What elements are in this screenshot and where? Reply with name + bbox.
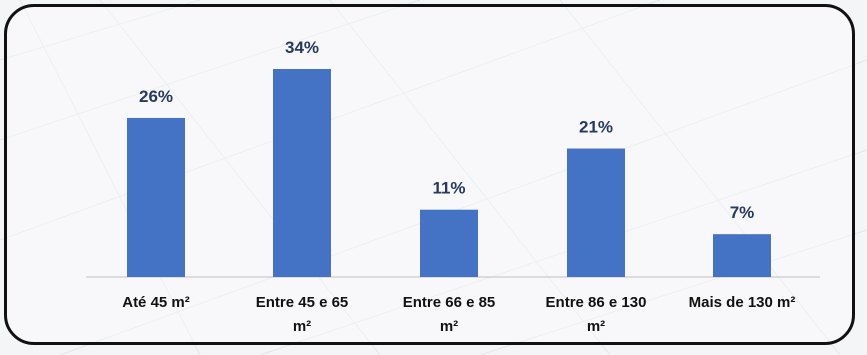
value-label-3: 21%: [579, 118, 613, 137]
bar-3: [567, 148, 625, 277]
value-label-0: 26%: [139, 87, 173, 106]
category-label-2: Entre 66 e 85 m²: [403, 294, 496, 335]
value-label-1: 34%: [285, 38, 319, 57]
value-label-2: 11%: [432, 179, 465, 198]
category-label-1: Entre 45 e 65 m²: [256, 294, 349, 335]
bar-2: [420, 209, 478, 277]
category-label-0: Até 45 m²: [122, 294, 190, 311]
bar-1: [273, 69, 331, 277]
bar-0: [127, 117, 185, 277]
bar-4: [713, 234, 771, 277]
category-label-3: Entre 86 e 130 m²: [546, 294, 647, 335]
category-label-4: Mais de 130 m²: [689, 294, 796, 311]
value-label-4: 7%: [730, 203, 755, 222]
